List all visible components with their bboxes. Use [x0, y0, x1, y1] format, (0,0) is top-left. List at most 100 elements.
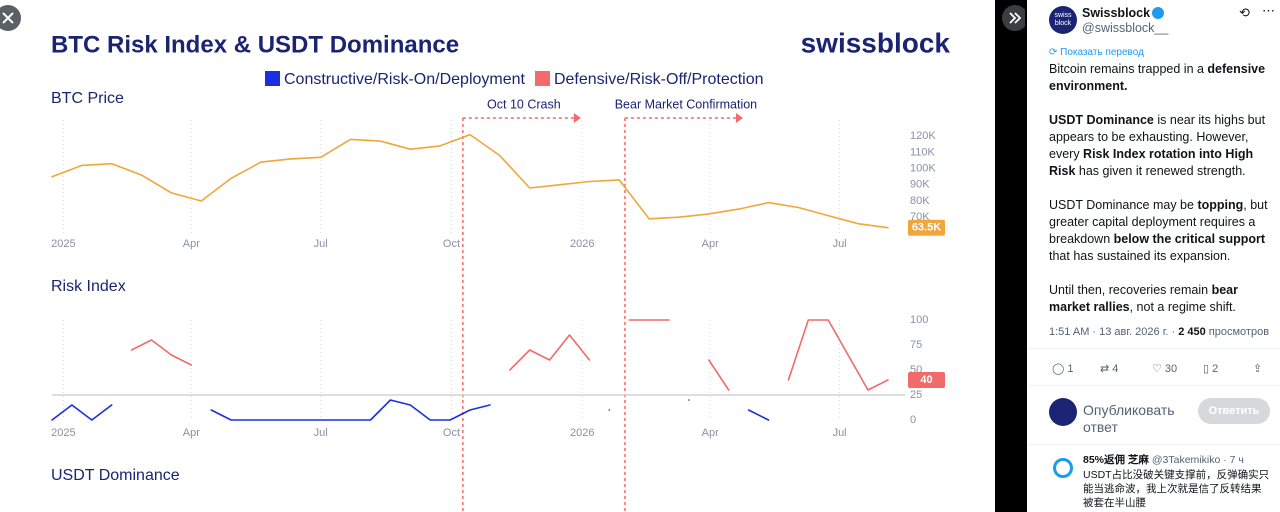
like-count[interactable]: ♡ 30 — [1152, 363, 1178, 375]
text-run: Risk Index rotation into High Risk — [1049, 147, 1254, 178]
series-line — [51, 399, 770, 421]
legend-label: Defensive/Risk-Off/Protection — [554, 71, 764, 88]
x-tick-label: Apr — [183, 427, 200, 439]
paragraph: USDT Dominance may be topping, but great… — [1049, 197, 1277, 265]
y-tick-label: 75 — [910, 339, 922, 351]
x-tick-label: Jul — [314, 427, 328, 439]
reply-author[interactable]: 85%返佣 芝麻 — [1083, 454, 1149, 466]
value-label: 40 — [920, 374, 932, 386]
repost-count-text: 4 — [1112, 363, 1119, 375]
post-meta: 1:51 AM · 13 авг. 2026 г. · 2 450 просмо… — [1049, 324, 1269, 341]
views-label: просмотров — [1205, 326, 1270, 338]
x-tick-label: 2026 — [570, 427, 594, 439]
repost-count[interactable]: ⇄ 4 — [1100, 363, 1119, 375]
text-run: USDT Dominance — [1049, 113, 1154, 127]
y-tick-label: 110K — [910, 146, 936, 158]
bookmark-count[interactable]: ▯ 2 — [1203, 363, 1219, 375]
text-run: bear market rallies — [1049, 283, 1238, 314]
reply-text: USDT占比没破关键支撑前，反弹确实只能当逃命波，我上次就是信了反转结果被套在半… — [1083, 469, 1270, 509]
avatar[interactable]: swiss block — [1049, 6, 1077, 34]
timestamp[interactable]: 1:51 AM · 13 авг. 2026 г. · — [1049, 326, 1179, 338]
text-run: topping — [1197, 198, 1244, 212]
expand-button[interactable] — [1002, 5, 1025, 31]
text-run: that has sustained its expansion. — [1049, 249, 1231, 263]
share-button[interactable]: ⇪ — [1253, 363, 1263, 375]
divider — [1027, 348, 1280, 349]
annotation-label: Oct 10 Crash — [487, 97, 561, 111]
paragraph: USDT Dominance is near its highs but app… — [1049, 112, 1277, 180]
annotation-arrowhead — [573, 113, 581, 123]
value-label-box — [908, 219, 945, 236]
media-viewer: BTC Risk Index & USDT Dominance swissblo… — [0, 0, 1025, 512]
text-run: below the critical support — [1113, 232, 1266, 246]
chart-title: BTC Risk Index & USDT Dominance — [51, 31, 459, 58]
like-count-text: 30 — [1164, 363, 1178, 375]
x-tick-label: 2025 — [51, 427, 75, 439]
more-button[interactable]: ⋯ — [1262, 3, 1275, 18]
x-tick-label: 2025 — [51, 238, 75, 250]
text-run: Bitcoin remains trapped in a — [1049, 62, 1208, 76]
panel-title: USDT Dominance — [51, 467, 180, 484]
y-tick-label: 0 — [910, 414, 916, 426]
translate-text[interactable]: Показать перевод — [1060, 47, 1144, 58]
y-tick-label: 120K — [910, 130, 936, 142]
own-avatar — [1049, 398, 1077, 426]
legend-swatch — [265, 71, 280, 86]
author[interactable]: Swissblock — [1082, 6, 1151, 20]
reply-meta: @3Takemikiko · 7 ч — [1151, 454, 1244, 466]
value-label: 63.5K — [912, 222, 941, 234]
text-run: is near its highs but appears to be exha… — [1049, 113, 1266, 161]
x-tick-label: Apr — [702, 427, 719, 439]
y-tick-label: 25 — [910, 389, 922, 401]
value-label-box — [908, 372, 945, 388]
chart-image — [0, 0, 995, 512]
legend-swatch — [534, 71, 550, 86]
panel-title: Risk Index — [51, 278, 126, 295]
x-tick-label: Jul — [833, 238, 847, 250]
series-line — [130, 319, 889, 391]
handle[interactable]: @swissblock__ — [1082, 21, 1169, 35]
reply-count[interactable]: ◯ 1 — [1052, 363, 1074, 375]
paragraph: Until then, recoveries remain bear marke… — [1049, 282, 1277, 316]
translate-link[interactable]: ⟳ Показать перевод — [1049, 47, 1144, 58]
x-tick-label: 2026 — [570, 238, 594, 250]
reply-avatar[interactable] — [1053, 458, 1073, 478]
y-tick-label: 100K — [910, 162, 936, 174]
y-tick-label: 100 — [910, 314, 928, 326]
text-run: USDT Dominance may be — [1049, 198, 1198, 212]
text-run: defensive environment. — [1049, 62, 1266, 93]
reply-count-text: 1 — [1067, 363, 1074, 375]
divider — [1027, 444, 1280, 445]
annotation-arrowhead — [735, 113, 743, 123]
post-text: Bitcoin remains trapped in a defensive e… — [1049, 61, 1277, 333]
views: 2 450 — [1178, 326, 1206, 338]
x-tick-label: Jul — [833, 427, 847, 439]
text-run: , but greater capital deployment require… — [1049, 198, 1268, 246]
y-tick-label: 80K — [910, 195, 930, 207]
reply-button[interactable]: Ответить — [1198, 398, 1270, 424]
series-line — [51, 133, 889, 229]
legend-label: Constructive/Risk-On/Deployment — [284, 71, 526, 88]
y-tick-label: 90K — [910, 179, 930, 191]
close-button[interactable] — [0, 5, 21, 31]
reply-header: 85%返佣 芝麻 @3Takemikiko · 7 ч — [1083, 452, 1244, 469]
panel-title: BTC Price — [51, 90, 124, 107]
x-tick-label: Oct — [443, 427, 460, 439]
paragraph: Bitcoin remains trapped in a defensive e… — [1049, 61, 1277, 95]
text-run: Until then, recoveries remain — [1049, 283, 1212, 297]
x-tick-label: Apr — [183, 238, 200, 250]
x-tick-label: Apr — [702, 238, 719, 250]
divider — [1027, 385, 1280, 386]
grok-button[interactable]: ⟲ — [1239, 5, 1250, 20]
x-tick-label: Jul — [314, 238, 328, 250]
reply-input[interactable]: Опубликовать ответ — [1083, 402, 1175, 432]
bookmark-count-text: 2 — [1212, 363, 1219, 375]
post-panel: swiss block Swissblock @swissblock__ ⟲ ⋯… — [1027, 0, 1280, 512]
verified-badge — [1152, 7, 1164, 19]
annotation-label: Bear Market Confirmation — [615, 97, 757, 111]
x-tick-label: Oct — [443, 238, 460, 250]
brand: swissblock — [801, 27, 951, 58]
text-run: has given it renewed strength. — [1075, 164, 1246, 178]
text-run: , not a regime shift. — [1129, 300, 1236, 314]
